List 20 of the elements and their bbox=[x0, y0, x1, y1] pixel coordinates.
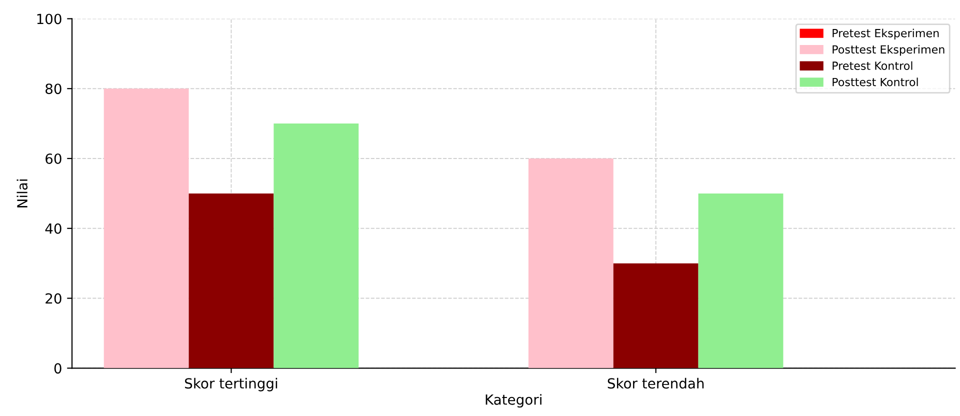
x-axis-title: Kategori bbox=[486, 394, 542, 408]
legend-label: Posttest Eksperimen bbox=[832, 45, 944, 56]
y-tick-label: 60 bbox=[46, 153, 62, 164]
bar bbox=[104, 88, 189, 368]
legend-label: Pretest Eksperimen bbox=[832, 28, 939, 40]
bar bbox=[188, 193, 274, 368]
y-tick-label: 100 bbox=[37, 14, 62, 24]
y-tick-label: 0 bbox=[54, 363, 62, 374]
bar bbox=[613, 263, 698, 368]
y-tick-label: 20 bbox=[46, 293, 62, 304]
bar bbox=[528, 158, 614, 368]
y-axis-title: Nilai bbox=[16, 180, 28, 208]
y-tick-label: 40 bbox=[45, 223, 62, 234]
x-tick-label: Skor tertinggi bbox=[185, 378, 278, 392]
legend-label: Pretest Kontrol bbox=[832, 61, 912, 70]
y-tick-label: 80 bbox=[46, 84, 62, 94]
x-tick-label: Skor terendah bbox=[608, 378, 704, 389]
bar bbox=[274, 124, 359, 368]
bar bbox=[698, 193, 784, 368]
legend-label: Posttest Kontrol bbox=[832, 78, 918, 86]
